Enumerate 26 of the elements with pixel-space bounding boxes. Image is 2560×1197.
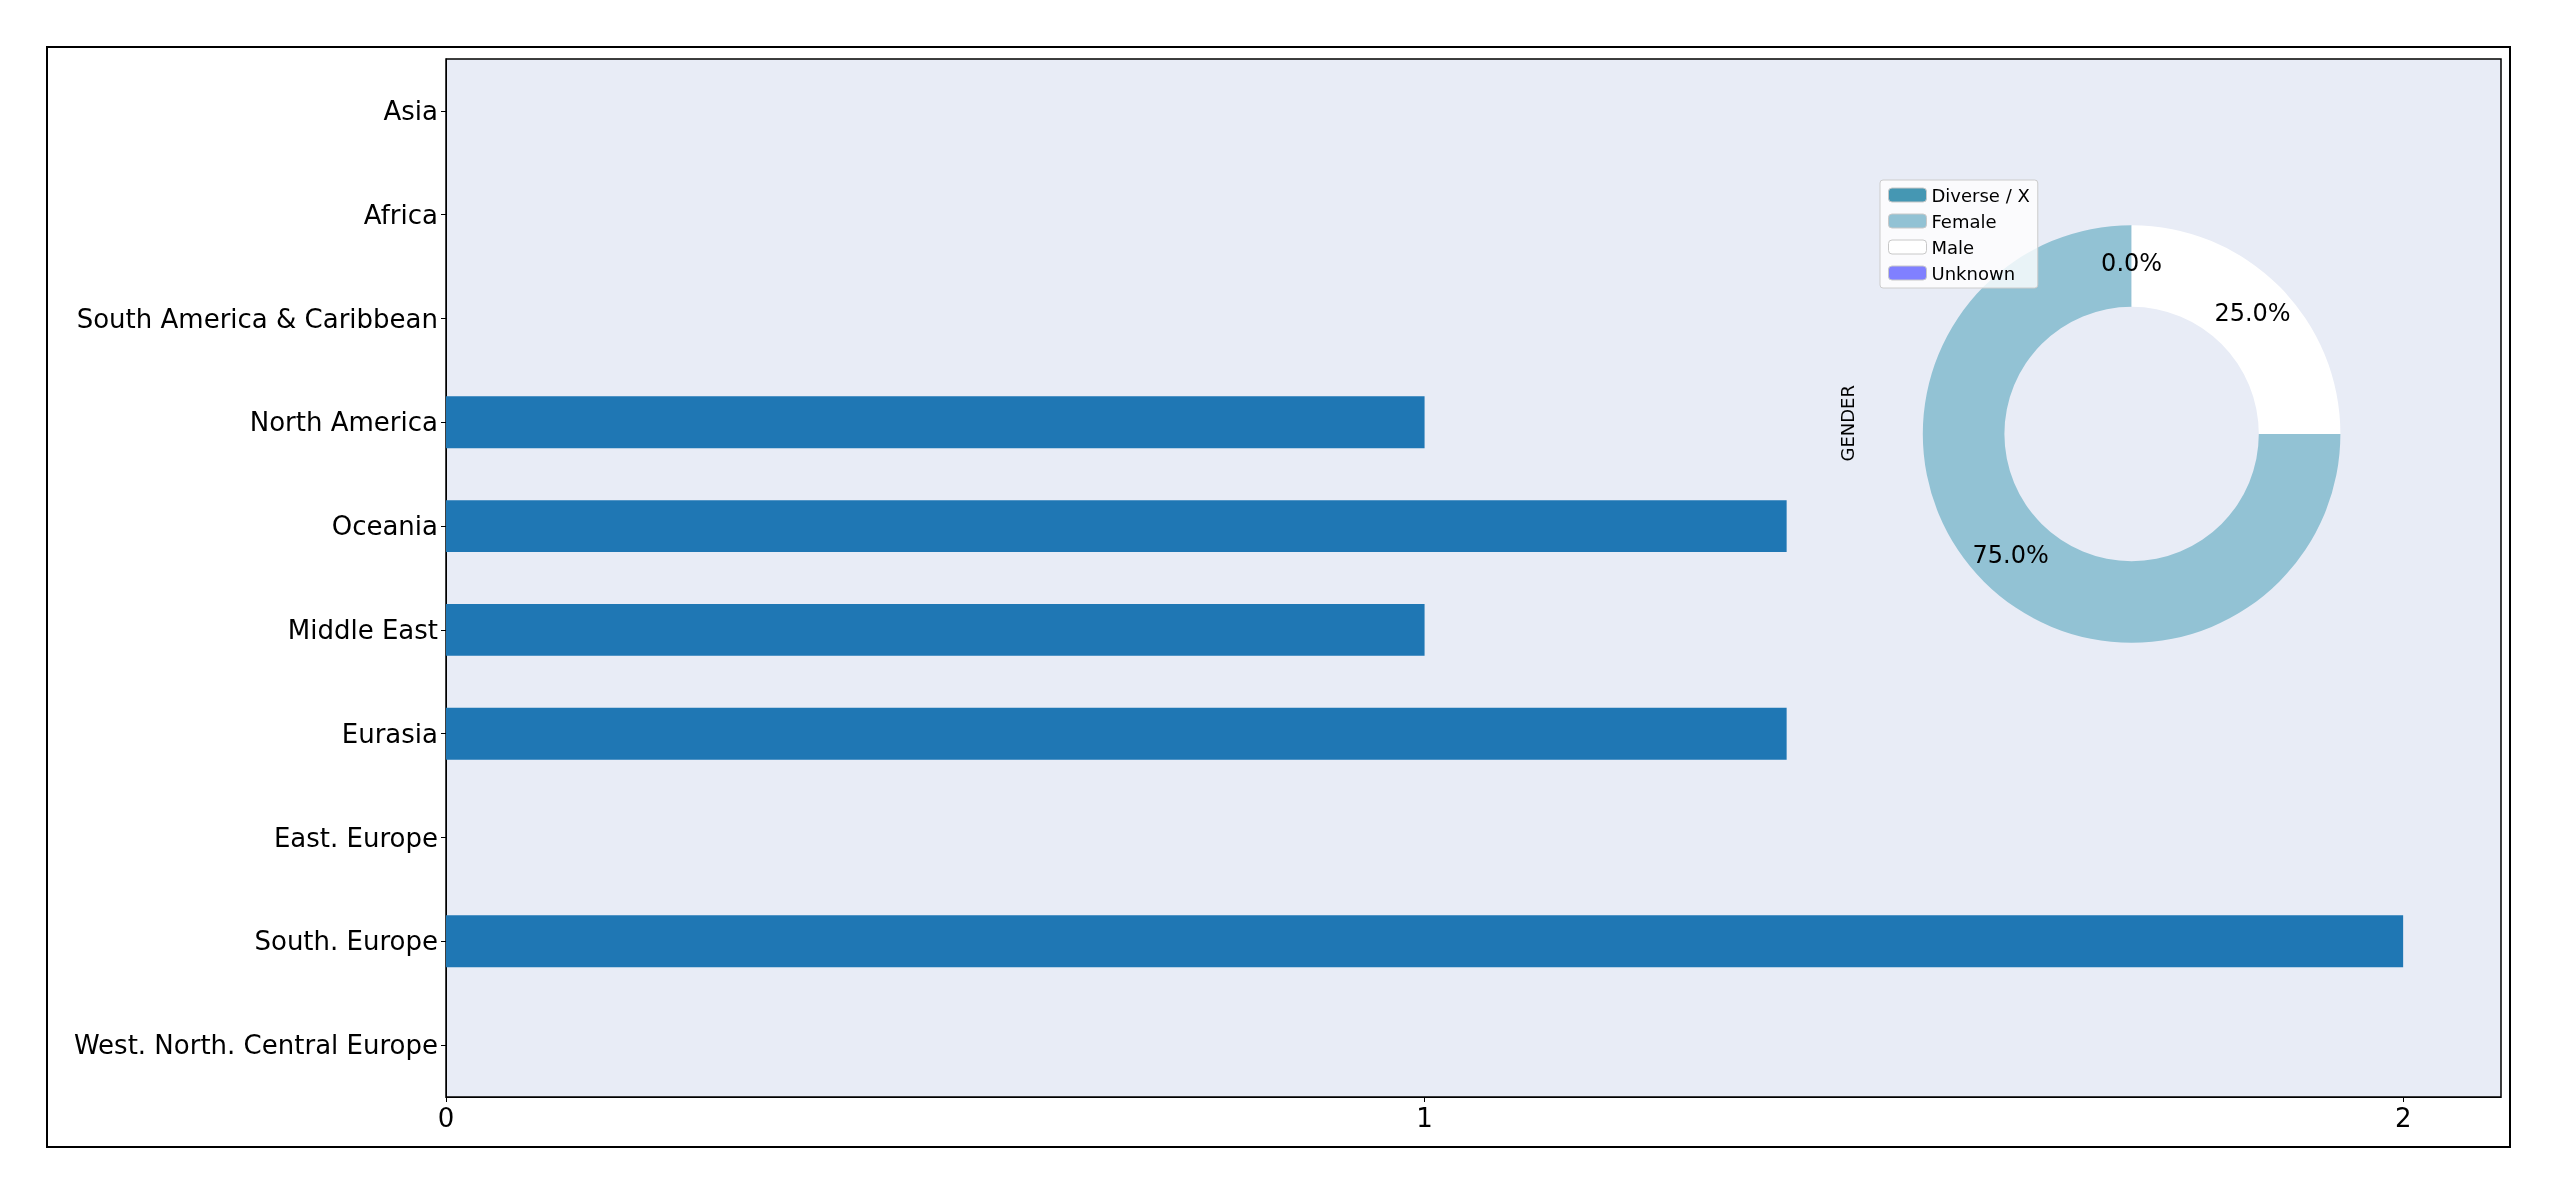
y-tick-label: West. North. Central Europe xyxy=(73,1030,438,1061)
legend-label: Unknown xyxy=(1931,262,2016,284)
y-tick-label: Africa xyxy=(363,199,438,230)
y-tick-label: Asia xyxy=(383,95,438,126)
bar xyxy=(446,603,1425,656)
bar xyxy=(446,396,1425,449)
y-tick-label: Eurasia xyxy=(341,718,438,749)
y-tick-label: Middle East xyxy=(287,614,438,645)
bar xyxy=(446,707,1787,760)
x-tick-label: 1 xyxy=(1416,1103,1433,1133)
y-tick-label: South. Europe xyxy=(254,926,438,957)
y-tick-label: East. Europe xyxy=(273,822,438,853)
x-tick-label: 0 xyxy=(437,1103,455,1133)
data-label: 25.0% xyxy=(2214,299,2291,328)
legend-label: Female xyxy=(1931,210,1997,232)
y-tick-label: Oceania xyxy=(331,511,438,542)
bar xyxy=(446,915,2404,968)
y-tick-label: North America xyxy=(249,407,438,438)
text: GENDER xyxy=(1836,385,1858,462)
bar xyxy=(446,500,1787,553)
legend-label: Diverse / X xyxy=(1931,184,2030,206)
legend-label: Male xyxy=(1931,236,1975,258)
text: 0.0% xyxy=(2101,249,2163,277)
y-tick-label: South America & Caribbean xyxy=(76,303,438,334)
data-label: 75.0% xyxy=(1972,540,2049,569)
x-tick-label: 2 xyxy=(2394,1103,2412,1133)
